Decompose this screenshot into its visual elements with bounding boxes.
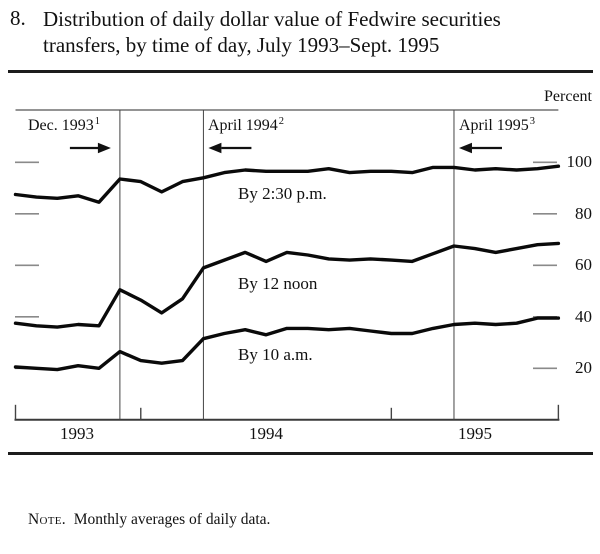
event-note-superscript: 3 (529, 116, 536, 127)
event-label: April 1994 (208, 117, 278, 134)
y-axis-unit-label: Percent (544, 88, 592, 105)
x-tick-label-1994: 1994 (249, 424, 283, 443)
note-label: Note. (28, 511, 66, 529)
y-tick-label-20: 20 (575, 358, 592, 377)
event-annotation-dec-1993: Dec. 19931 (28, 116, 100, 135)
event-note-superscript: 2 (278, 116, 285, 127)
y-tick-label-60: 60 (575, 255, 592, 274)
figure-title: Distribution of daily dollar value of Fe… (43, 6, 501, 58)
series-label-by-12noon: By 12 noon (238, 274, 318, 293)
y-tick-label-80: 80 (575, 204, 592, 223)
series-label-by-10am: By 10 a.m. (238, 345, 313, 364)
note-text: Monthly averages of daily data. (65, 511, 271, 529)
note-general: Note. Monthly averages of daily data. (28, 508, 399, 531)
event-annotation-april-1994: April 19942 (208, 116, 284, 135)
y-tick-label-100: 100 (566, 152, 593, 171)
series-line-2 (13, 316, 561, 372)
series-line-0 (13, 164, 561, 204)
arrow-right-icon (97, 142, 111, 154)
x-tick-label-1993: 1993 (60, 424, 94, 443)
figure-number: 8. (10, 6, 26, 30)
event-annotation-april-1995: April 19953 (459, 116, 535, 135)
figure-title-line2: transfers, by time of day, July 1993–Sep… (43, 33, 440, 57)
top-rule (8, 70, 593, 73)
arrow-left-icon (208, 142, 222, 154)
event-note-superscript: 1 (94, 116, 101, 127)
x-tick-label-1995: 1995 (458, 424, 492, 443)
figure-title-line1: Distribution of daily dollar value of Fe… (43, 7, 501, 31)
y-tick-label-40: 40 (575, 307, 592, 326)
event-label: Dec. 1993 (28, 117, 94, 134)
bottom-rule (8, 452, 593, 455)
series-line-1 (13, 241, 561, 329)
series-label-by-230pm: By 2:30 p.m. (238, 184, 327, 203)
arrow-left-icon (458, 142, 472, 154)
event-label: April 1995 (459, 117, 529, 134)
figure-notes: Note. Monthly averages of daily data. 1.… (28, 462, 399, 554)
